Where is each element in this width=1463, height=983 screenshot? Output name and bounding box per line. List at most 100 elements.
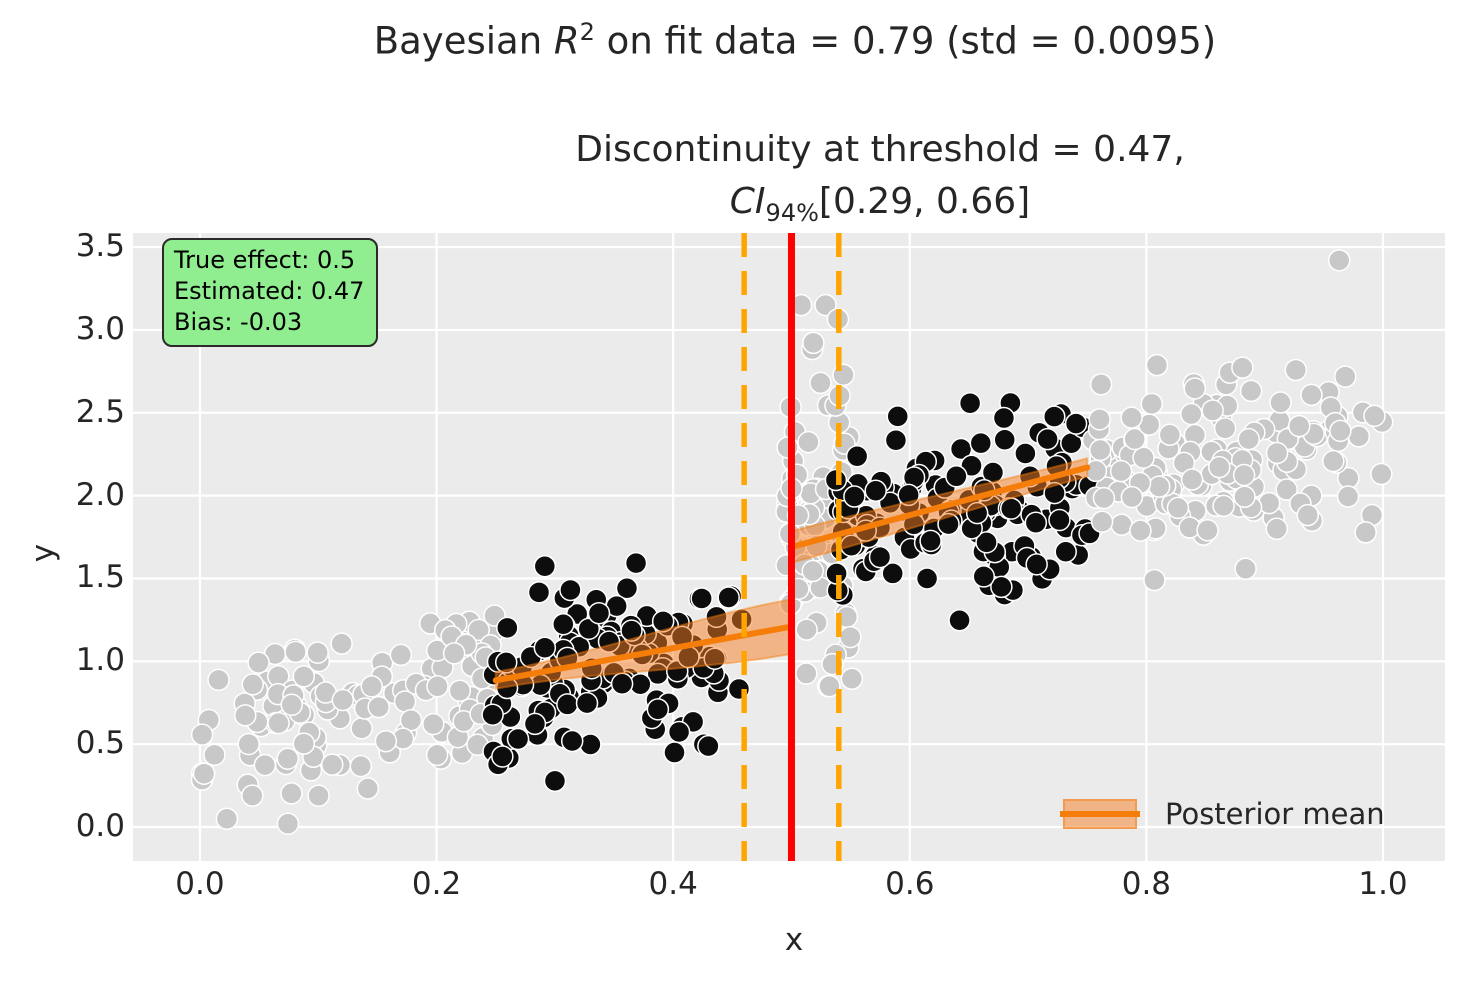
scatter-point-fit-left: [533, 554, 557, 578]
scatter-point-unused-right: [1092, 486, 1116, 510]
scatter-point-fit-right: [1054, 540, 1077, 564]
scatter-point-unused-right: [1166, 496, 1190, 520]
scatter-point-unused-threshold-column: [818, 674, 841, 698]
scatter-point-unused-threshold-column: [801, 559, 825, 583]
scatter-point-unused-right: [1363, 404, 1386, 428]
scatter-point-unused-right: [1237, 427, 1260, 451]
scatter-point-unused-left: [360, 675, 383, 698]
scatter-point-fit-right: [881, 562, 904, 585]
posterior-mean-line: [788, 464, 1091, 550]
scatter-point-unused-left: [247, 651, 270, 674]
scatter-point-unused-right: [1265, 441, 1289, 465]
scatter-point-unused-left: [292, 665, 316, 688]
scatter-point-fit-left: [543, 769, 567, 793]
scatter-point-unused-right: [1334, 365, 1357, 388]
scatter-point-unused-left: [389, 643, 413, 667]
scatter-point-unused-left: [422, 712, 445, 736]
y-tick-label: 2.5: [75, 393, 125, 430]
scatter-point-unused-right: [1265, 517, 1289, 541]
scatter-point-unused-right: [1109, 459, 1133, 483]
y-tick-label: 0.5: [75, 725, 125, 762]
title-math-sup: 2: [579, 18, 595, 46]
scatter-point-fit-right: [1043, 405, 1066, 428]
scatter-point-unused-left: [237, 732, 260, 756]
chart-subtitle: Discontinuity at threshold = 0.47, CI94%…: [575, 124, 1185, 239]
scatter-point-unused-left: [320, 753, 344, 776]
scatter-point-unused-left: [241, 673, 265, 696]
scatter-point-unused-threshold-column: [809, 371, 832, 395]
scatter-point-unused-right: [1201, 399, 1224, 422]
scatter-point-fit-left: [579, 733, 602, 756]
scatter-point-fit-right: [1036, 427, 1059, 451]
scatter-point-unused-left: [349, 754, 373, 778]
scatter-point-fit-right: [958, 391, 982, 415]
legend: Posterior mean: [1060, 797, 1385, 831]
scatter-point-fit-left: [556, 693, 579, 716]
scatter-point-fit-left: [496, 616, 519, 640]
scatter-point-unused-right: [1158, 423, 1182, 447]
scatter-point-unused-right: [1322, 449, 1345, 473]
scatter-point-fit-left: [575, 691, 599, 715]
subtitle-line1: Discontinuity at threshold = 0.47,: [575, 129, 1185, 170]
scatter-point-unused-left: [330, 632, 353, 655]
scatter-point-fit-right: [915, 567, 939, 590]
scatter-point-unused-right: [1336, 485, 1360, 508]
subtitle-line2: CI94%[0.29, 0.66]: [575, 176, 1185, 239]
scatter-point-unused-right: [1354, 521, 1377, 544]
scatter-point-unused-threshold-column: [797, 430, 820, 454]
scatter-point-unused-threshold-column: [795, 662, 818, 685]
scatter-point-unused-right: [1329, 419, 1352, 443]
scatter-point-unused-right: [1233, 485, 1256, 509]
scatter-point-unused-left: [215, 807, 239, 830]
scatter-point-fit-left: [552, 613, 575, 636]
scatter-point-unused-left: [280, 782, 303, 805]
x-axis-label: x: [784, 922, 804, 958]
scatter-point-fit-right: [975, 531, 998, 554]
scatter-point-unused-left: [374, 729, 398, 753]
scatter-point-fit-right: [992, 406, 1016, 430]
scatter-point-unused-right: [1120, 406, 1143, 429]
scatter-point-unused-right: [1088, 408, 1111, 431]
scatter-point-fit-left: [506, 727, 530, 751]
scatter-point-fit-right: [868, 545, 892, 569]
scatter-point-fit-right: [948, 609, 971, 632]
y-tick-label: 0.0: [75, 808, 125, 845]
x-tick-label: 0.6: [885, 866, 935, 902]
scatter-point-fit-left: [663, 741, 686, 764]
scatter-point-unused-left: [203, 743, 226, 767]
scatter-point-unused-left: [425, 743, 449, 767]
x-tick-label: 1.0: [1358, 866, 1408, 902]
scatter-point-unused-left: [442, 642, 466, 665]
y-tick-label: 1.5: [75, 559, 125, 596]
scatter-point-unused-threshold-column: [802, 331, 825, 355]
y-tick-label: 1.0: [75, 642, 125, 679]
scatter-point-fit-right: [864, 479, 887, 503]
scatter-point-fit-right: [945, 465, 968, 488]
scatter-point-unused-right: [1123, 427, 1147, 451]
ci-var: CI: [729, 181, 766, 222]
scatter-point-unused-right: [1269, 391, 1292, 414]
scatter-point-unused-left: [356, 777, 380, 800]
scatter-point-unused-right: [1296, 503, 1320, 527]
scatter-point-unused-right: [1180, 402, 1203, 426]
scatter-point-fit-left: [587, 601, 611, 625]
scatter-point-unused-right: [1213, 417, 1237, 440]
scatter-point-unused-right: [1143, 568, 1166, 592]
title-pre: Bayesian: [373, 19, 554, 63]
scatter-point-unused-right: [1120, 485, 1144, 509]
y-tick-label: 2.0: [75, 476, 125, 513]
x-tick-label: 0.0: [175, 866, 225, 902]
scatter-point-unused-right: [1140, 392, 1163, 416]
scatter-point-fit-left: [481, 703, 504, 726]
scatter-point-fit-right: [845, 445, 869, 468]
scatter-point-unused-left: [331, 688, 355, 712]
scatter-point-fit-left: [527, 581, 551, 604]
scatter-point-unused-left: [207, 668, 230, 692]
scatter-point-unused-left: [280, 693, 303, 717]
scatter-point-unused-threshold-column: [840, 667, 864, 691]
scatter-point-unused-left: [292, 732, 316, 755]
scatter-point-unused-right: [1327, 249, 1351, 272]
scatter-point-unused-left: [284, 640, 307, 664]
scatter-point-unused-left: [307, 784, 330, 807]
